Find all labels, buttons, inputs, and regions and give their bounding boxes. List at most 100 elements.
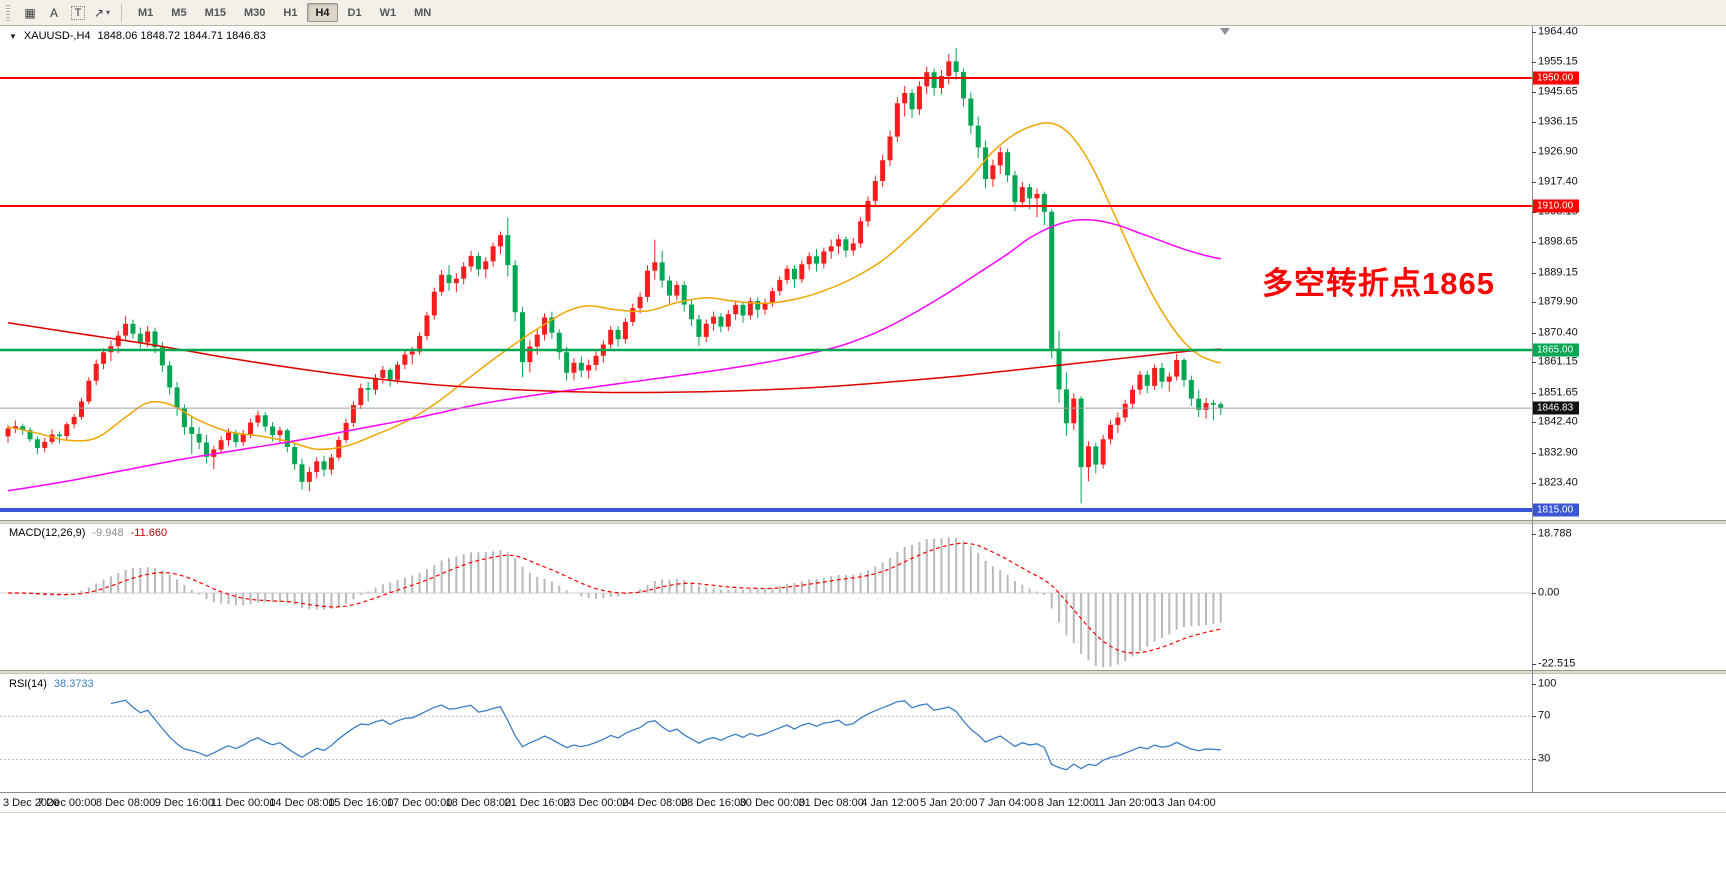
pane-separator-rsi[interactable] [0,670,1726,674]
time-axis-label: 17 Dec 00:00 [386,797,453,809]
time-axis-label: 31 Dec 08:00 [798,797,864,809]
rsi-axis-tickmark [1532,684,1536,685]
ma-mid-line [7,218,1221,492]
price-axis-tick-label: 1879.90 [1538,295,1578,308]
timeframe-button-m30[interactable]: M30 [243,6,266,19]
price-axis-tick-label: 1936.15 [1538,115,1578,128]
ohlc-values: 1848.06 1848.72 1844.71 1846.83 [97,30,266,42]
toolbar-grip[interactable] [6,4,10,21]
text-label-icon: T [70,5,86,20]
timeframe-button-w1[interactable]: W1 [379,6,397,19]
main-chart-canvas[interactable] [0,26,1532,520]
current-price-tag: 1846.83 [1533,401,1579,415]
macd-main-value: -9.948 [92,527,124,539]
text-label-button[interactable]: T [67,3,89,23]
draw-arrow-button[interactable]: ↗ ▾ [91,3,113,23]
time-axis-label: 24 Dec 08:00 [622,797,688,809]
rsi-axis-tickmark [1532,716,1536,718]
price-axis-tick-label: 1870.40 [1538,326,1578,339]
chart-grid-icon: ▦ [24,5,36,20]
timeframe-button-m15[interactable]: M15 [204,6,226,19]
price-axis-tickmark [1532,272,1536,274]
rsi-value: 38.3733 [53,678,94,690]
price-tag-1815.00: 1815.00 [1533,503,1579,517]
macd-indicator-label: MACD(12,26,9) -9.948 -11.660 [9,527,167,539]
toolbar: ▦ A T ↗ ▾ M1 M5 M15 M30 H1 H4 D1 W1 MN [0,0,1726,26]
rsi-indicator-label: RSI(14) 38.3733 [9,678,94,690]
price-axis-tick-label: 1945.65 [1538,85,1578,98]
chart-ohlc-readout: ▼ XAUUSD-,H4 1848.06 1848.72 1844.71 184… [9,30,266,42]
price-axis-tickmark [1532,422,1536,424]
timeframe-button-h4[interactable]: H4 [307,3,338,22]
price-axis-tick-label: 1926.90 [1538,145,1578,158]
rsi-axis-tick-label: 30 [1538,752,1551,765]
time-axis-label: 5 Jan 20:00 [920,797,978,809]
macd-canvas[interactable] [0,524,1532,670]
timeframe-button-h1[interactable]: H1 [283,6,298,19]
price-axis-tickmark [1532,91,1536,93]
time-axis-label: 21 Dec 16:00 [504,797,570,809]
time-axis-label: 15 Dec 16:00 [328,797,394,809]
price-tag-1950.00: 1950.00 [1533,71,1579,85]
price-axis-tickmark [1532,151,1536,153]
cursor-button[interactable]: A [43,3,65,23]
time-axis-label: 7 Jan 04:00 [978,797,1037,809]
macd-name: MACD(12,26,9) [9,527,86,539]
ma-slow-line [7,322,1221,394]
price-axis-tickmark [1532,182,1536,184]
cursor-icon: A [49,5,58,20]
timeframe-button-mn[interactable]: MN [414,6,432,19]
price-axis-tick-label: 1955.15 [1538,55,1578,68]
symbol-period-label: XAUUSD-,H4 [23,30,91,42]
price-axis-tickmark [1532,61,1536,63]
price-axis-tick-label: 1842.40 [1538,415,1578,428]
price-axis-tickmark [1532,452,1536,454]
chart-grid-button[interactable]: ▦ [19,3,41,23]
time-axis-label: 13 Jan 04:00 [1152,797,1216,809]
rsi-axis-tickmark [1532,759,1536,761]
time-axis-label: 23 Dec 00:00 [563,797,629,809]
rsi-axis-tick-label: 70 [1538,709,1551,722]
price-axis-tick-label: 1964.40 [1538,25,1578,38]
macd-axis-tick-label: 18.788 [1538,527,1572,540]
price-tag-1910.00: 1910.00 [1533,199,1579,213]
rsi-axis-tick-label: 100 [1538,677,1557,690]
time-axis-separator [0,792,1726,793]
draw-arrow-icon: ↗ [93,5,105,20]
collapse-triangle-icon: ▼ [9,31,17,41]
macd-signal-value: -11.660 [130,527,168,539]
rsi-line [110,699,1221,771]
dropdown-caret-icon: ▾ [106,8,111,17]
rsi-canvas[interactable] [0,674,1532,792]
time-axis-label: 8 Dec 08:00 [95,797,156,809]
price-tag-1865.00: 1865.00 [1533,343,1579,357]
timeframe-button-d1[interactable]: D1 [347,6,362,19]
rsi-name: RSI(14) [9,678,47,690]
price-axis-tickmark [1532,31,1536,33]
bottom-border-line [0,812,1726,813]
chart-shift-marker[interactable] [1220,28,1230,35]
time-axis-label: 28 Dec 16:00 [680,797,747,809]
price-axis-tick-label: 1851.65 [1538,386,1578,399]
time-axis-label: 7 Dec 00:00 [37,797,97,809]
price-axis-tickmark [1532,392,1536,394]
macd-signal-line [8,542,1221,654]
time-axis-label: 11 Dec 00:00 [210,797,276,809]
price-axis-separator [1532,26,1533,792]
time-axis-label: 8 Jan 12:00 [1037,797,1096,809]
time-axis-label: 18 Dec 08:00 [445,797,512,809]
price-axis-tick-label: 1889.15 [1538,266,1578,279]
ma-fast-line [7,122,1221,451]
price-axis-tickmark [1532,483,1536,485]
chart-text-annotation: 多空转折点1865 [1262,266,1495,301]
timeframe-button-m5[interactable]: M5 [171,6,187,19]
price-axis-tick-label: 1861.15 [1538,355,1578,368]
macd-axis-tick-label: -22.515 [1538,657,1576,670]
toolbar-separator [121,3,122,22]
macd-axis-tickmark [1532,664,1536,666]
timeframe-button-m1[interactable]: M1 [138,6,154,19]
pane-separator-macd[interactable] [0,520,1726,524]
price-axis-tick-label: 1898.65 [1538,235,1578,248]
time-axis-label: 14 Dec 08:00 [269,797,335,809]
